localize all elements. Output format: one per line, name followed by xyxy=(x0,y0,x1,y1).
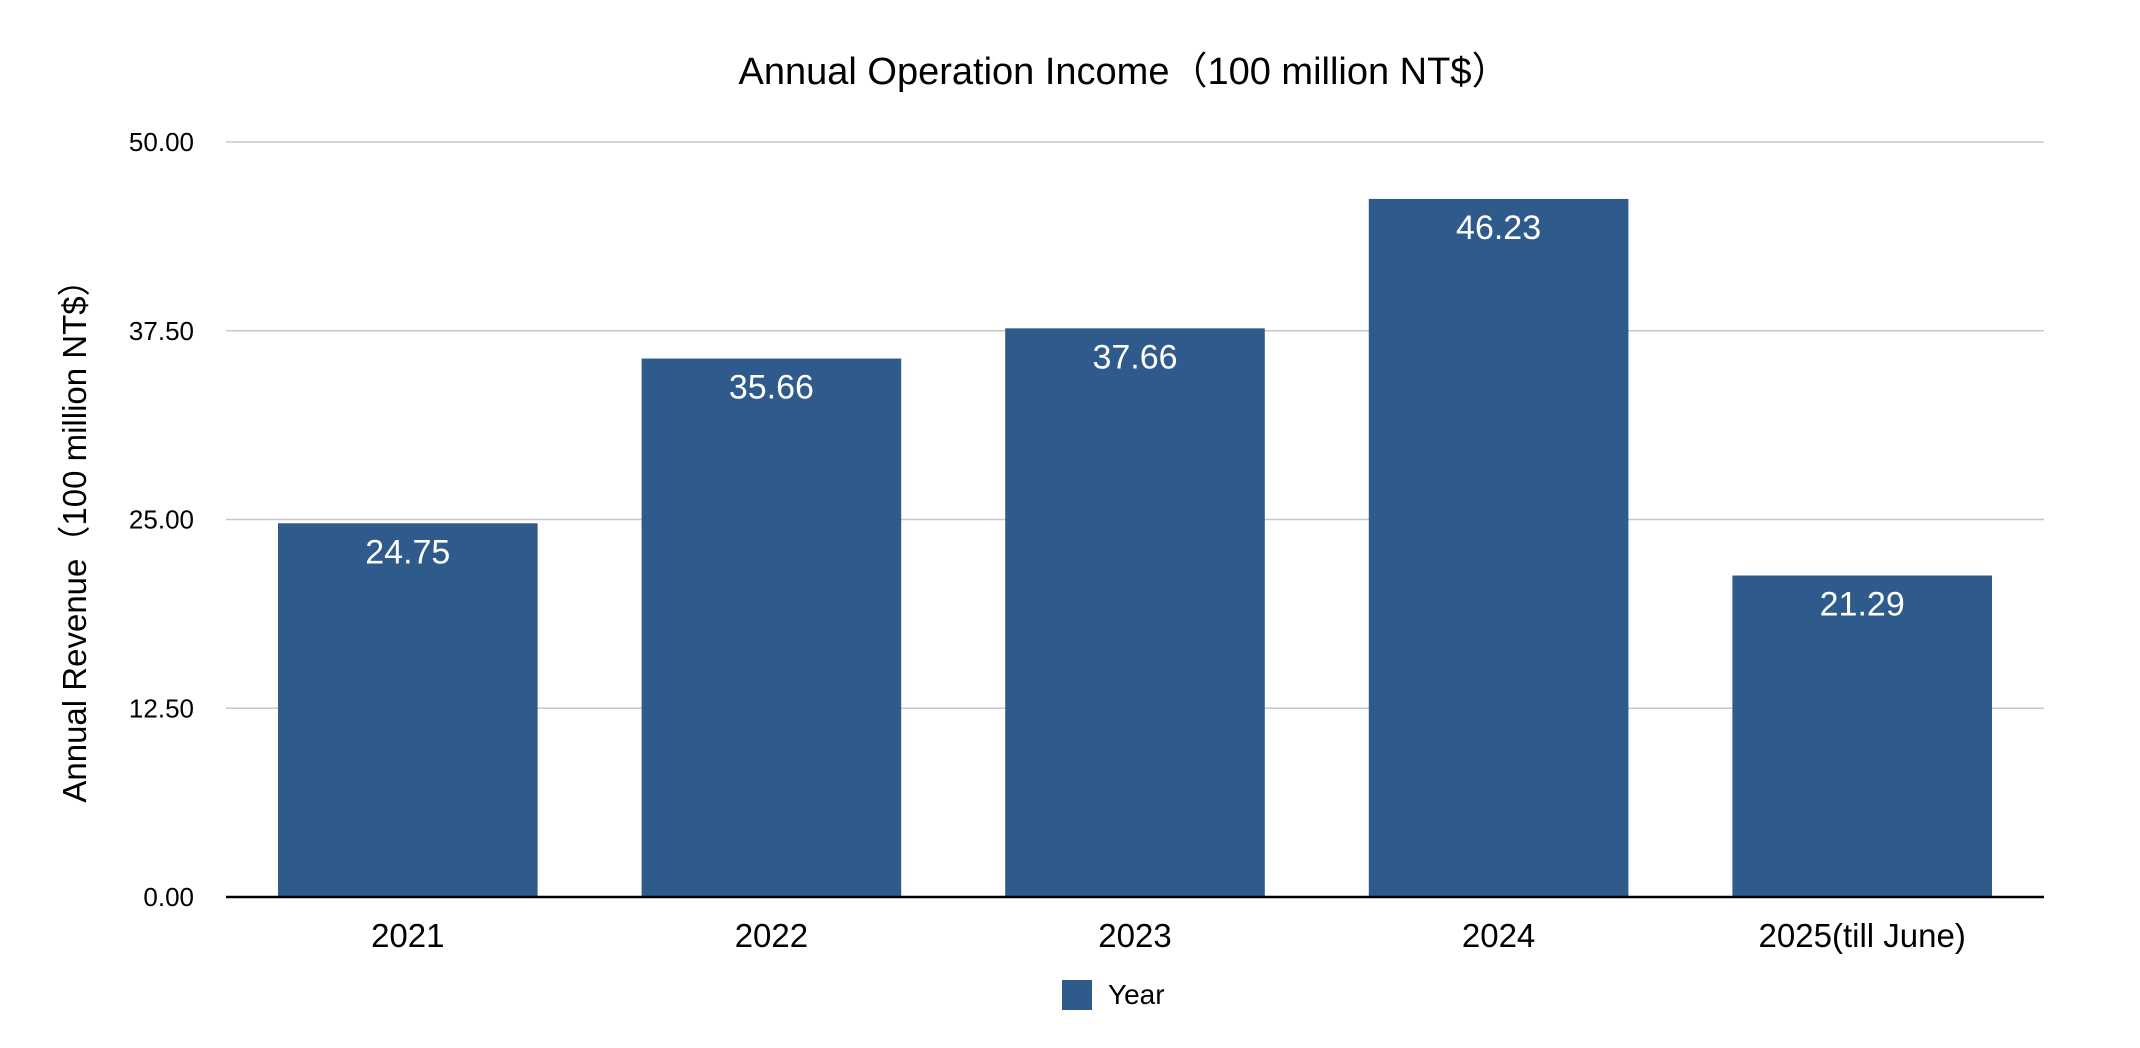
y-tick-label: 50.00 xyxy=(129,127,194,157)
bars xyxy=(277,198,1993,898)
x-tick-label: 2025(till June) xyxy=(1759,917,1966,954)
legend-swatch xyxy=(1062,980,1092,1010)
y-tick-label: 0.00 xyxy=(143,882,194,912)
bar-2023 xyxy=(1005,328,1265,898)
y-axis-ticks: 0.00 12.50 25.00 37.50 50.00 xyxy=(129,127,194,912)
y-tick-label: 12.50 xyxy=(129,693,194,723)
chart-title: Annual Operation Income（100 million NT$） xyxy=(739,51,1510,93)
legend: Year xyxy=(1062,979,1165,1010)
x-tick-label: 2024 xyxy=(1462,917,1535,954)
y-tick-label: 37.50 xyxy=(129,316,194,346)
bar-2021 xyxy=(277,523,538,897)
y-axis-title: Annual Revenue（100 million NT$） xyxy=(56,263,93,802)
x-tick-label: 2023 xyxy=(1098,917,1171,954)
x-tick-label: 2022 xyxy=(735,917,808,954)
y-tick-label: 25.00 xyxy=(129,505,194,535)
bar-2024 xyxy=(1368,198,1629,897)
bar-value-label: 24.75 xyxy=(365,533,450,571)
bar-value-label: 35.66 xyxy=(729,369,814,407)
legend-label-year: Year xyxy=(1108,979,1165,1010)
bar-value-label: 21.29 xyxy=(1820,586,1905,624)
bar-2022 xyxy=(641,358,902,897)
bar-2025-till-june xyxy=(1732,575,1993,897)
bar-value-labels: 24.75 35.66 37.66 46.23 21.29 xyxy=(365,209,1904,624)
bar-value-label: 46.23 xyxy=(1456,209,1541,247)
x-axis-ticks: 2021 2022 2023 2024 2025(till June) xyxy=(371,917,1966,954)
bar-value-label: 37.66 xyxy=(1092,338,1177,376)
x-tick-label: 2021 xyxy=(371,917,444,954)
